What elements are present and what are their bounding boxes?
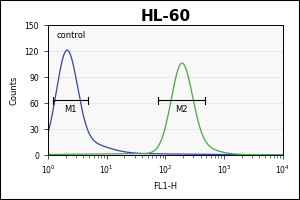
Y-axis label: Counts: Counts	[10, 75, 19, 105]
Text: control: control	[57, 31, 86, 40]
Text: M1: M1	[64, 105, 76, 114]
X-axis label: FL1-H: FL1-H	[153, 182, 177, 191]
Text: M2: M2	[176, 105, 188, 114]
Title: HL-60: HL-60	[140, 9, 190, 24]
